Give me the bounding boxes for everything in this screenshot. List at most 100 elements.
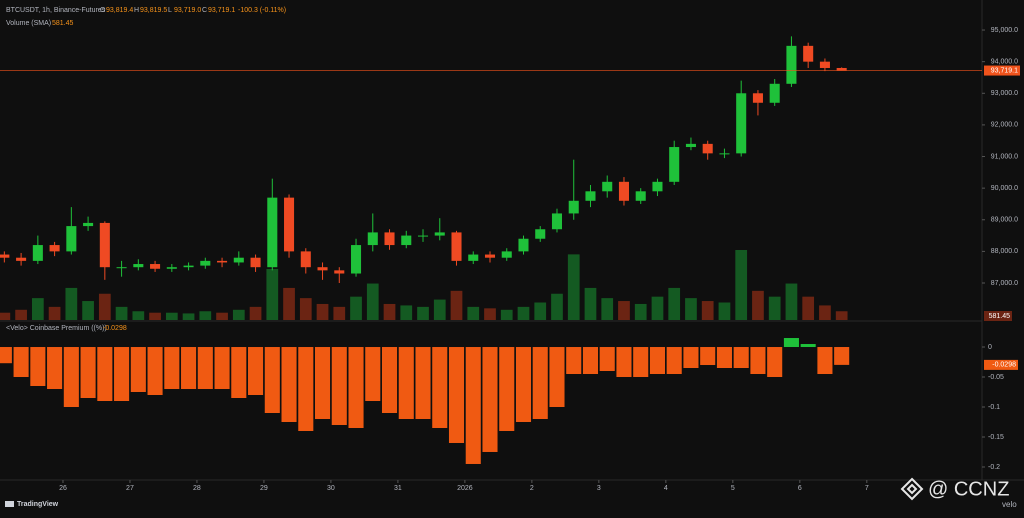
volume-bar [567,254,580,320]
premium-bar [800,344,816,348]
candle-body [32,245,43,261]
candle-body [166,267,177,269]
y-tick-label: -0.2 [988,464,1000,471]
volume-badge [984,311,1012,321]
x-tick-label: 26 [59,485,67,492]
volume-bar [618,301,630,320]
volume-bar [65,287,78,320]
premium-bar [683,347,699,369]
ohlc-value: 93,719.0 [174,7,201,14]
candle-body [501,251,512,258]
premium-bar [231,347,247,399]
premium-bar [566,347,582,375]
ohlc-value: 93,819.4 [106,7,133,14]
y-tick-label: 0 [988,344,992,351]
x-tick-label: 7 [865,485,869,492]
candle-body [351,245,362,274]
premium-bar [164,347,180,390]
candle-body [99,222,110,268]
volume-bar [266,268,279,320]
premium-bar [700,347,716,366]
premium-bar [633,347,649,378]
premium-bar [63,347,79,407]
candle-body [384,232,395,246]
candle-body [16,257,27,261]
volume-bar [601,298,614,320]
source: velo [1002,500,1017,509]
volume-bar [584,287,597,320]
volume-bar [350,296,362,320]
volume-bar [165,312,178,320]
volume-bar [534,302,547,320]
y-tick-label: -0.1 [988,404,1000,411]
volume-bar [467,306,480,320]
brand: TradingView [17,501,59,508]
premium-bar [214,347,230,390]
candle-body [417,235,429,237]
candle-body [585,191,596,201]
y-tick-label: 91,000.0 [991,153,1018,160]
candle-body [618,181,629,201]
premium-bar [80,347,96,399]
volume-bar [199,311,212,320]
y-tick-label: 89,000.0 [991,217,1018,224]
volume-bar [216,312,228,320]
y-tick-label: 90,000.0 [991,185,1018,192]
volume-bar [701,301,714,320]
volume-bar [132,311,145,320]
candle-body [819,61,830,68]
candle-body [468,254,479,261]
candle-body [334,270,345,274]
premium-bar [482,347,498,452]
volume-bar [417,306,429,320]
premium-bar [13,347,29,378]
x-tick-label: 29 [260,485,268,492]
candle-body [451,232,462,261]
premium-bar [30,347,46,387]
volume-bar [500,309,513,320]
volume-bar [333,306,346,320]
y-tick-label: 92,000.0 [991,122,1018,129]
premium-bar [432,347,448,428]
candle-body [83,222,94,227]
premium-bar [767,347,783,378]
premium-bar [281,347,297,422]
volume-value: 581.45 [52,20,74,27]
candle-body [317,267,328,271]
volume-bar [634,303,647,320]
x-tick-label: 31 [394,485,402,492]
candle-body [0,254,10,258]
x-tick-label: 2026 [457,485,473,492]
volume-bar [785,283,798,320]
volume-bar [433,299,446,320]
brand-logo: TradingView [5,501,59,508]
candle-body [217,260,228,263]
candle-body [133,264,144,268]
candle-body [267,197,278,268]
volume-bar [685,298,697,320]
volume-bar [299,298,312,320]
volume-badge-label: 581.45 [989,313,1011,320]
indicator-value: -0.0298 [103,325,127,332]
x-tick-label: 3 [597,485,601,492]
volume-bar [484,308,496,320]
y-tick-label: 88,000.0 [991,248,1018,255]
ohlc-key: H [134,7,139,14]
premium-bar [114,347,130,401]
candle-body [535,229,546,239]
last-price-badge [984,65,1020,76]
premium-bar [666,347,682,375]
candle-body [183,265,194,268]
premium-bar [783,338,799,348]
candle-body [786,45,797,84]
premium-bar [448,347,465,443]
volume-bar [517,306,530,320]
candle-body [284,197,295,252]
premium-bar [381,347,398,413]
premium-badge-label: -0.0298 [992,362,1016,369]
premium-bar [248,347,264,396]
premium-bar [515,347,532,422]
last-price-label: 93,719.1 [991,67,1018,74]
volume-bar [768,296,781,320]
